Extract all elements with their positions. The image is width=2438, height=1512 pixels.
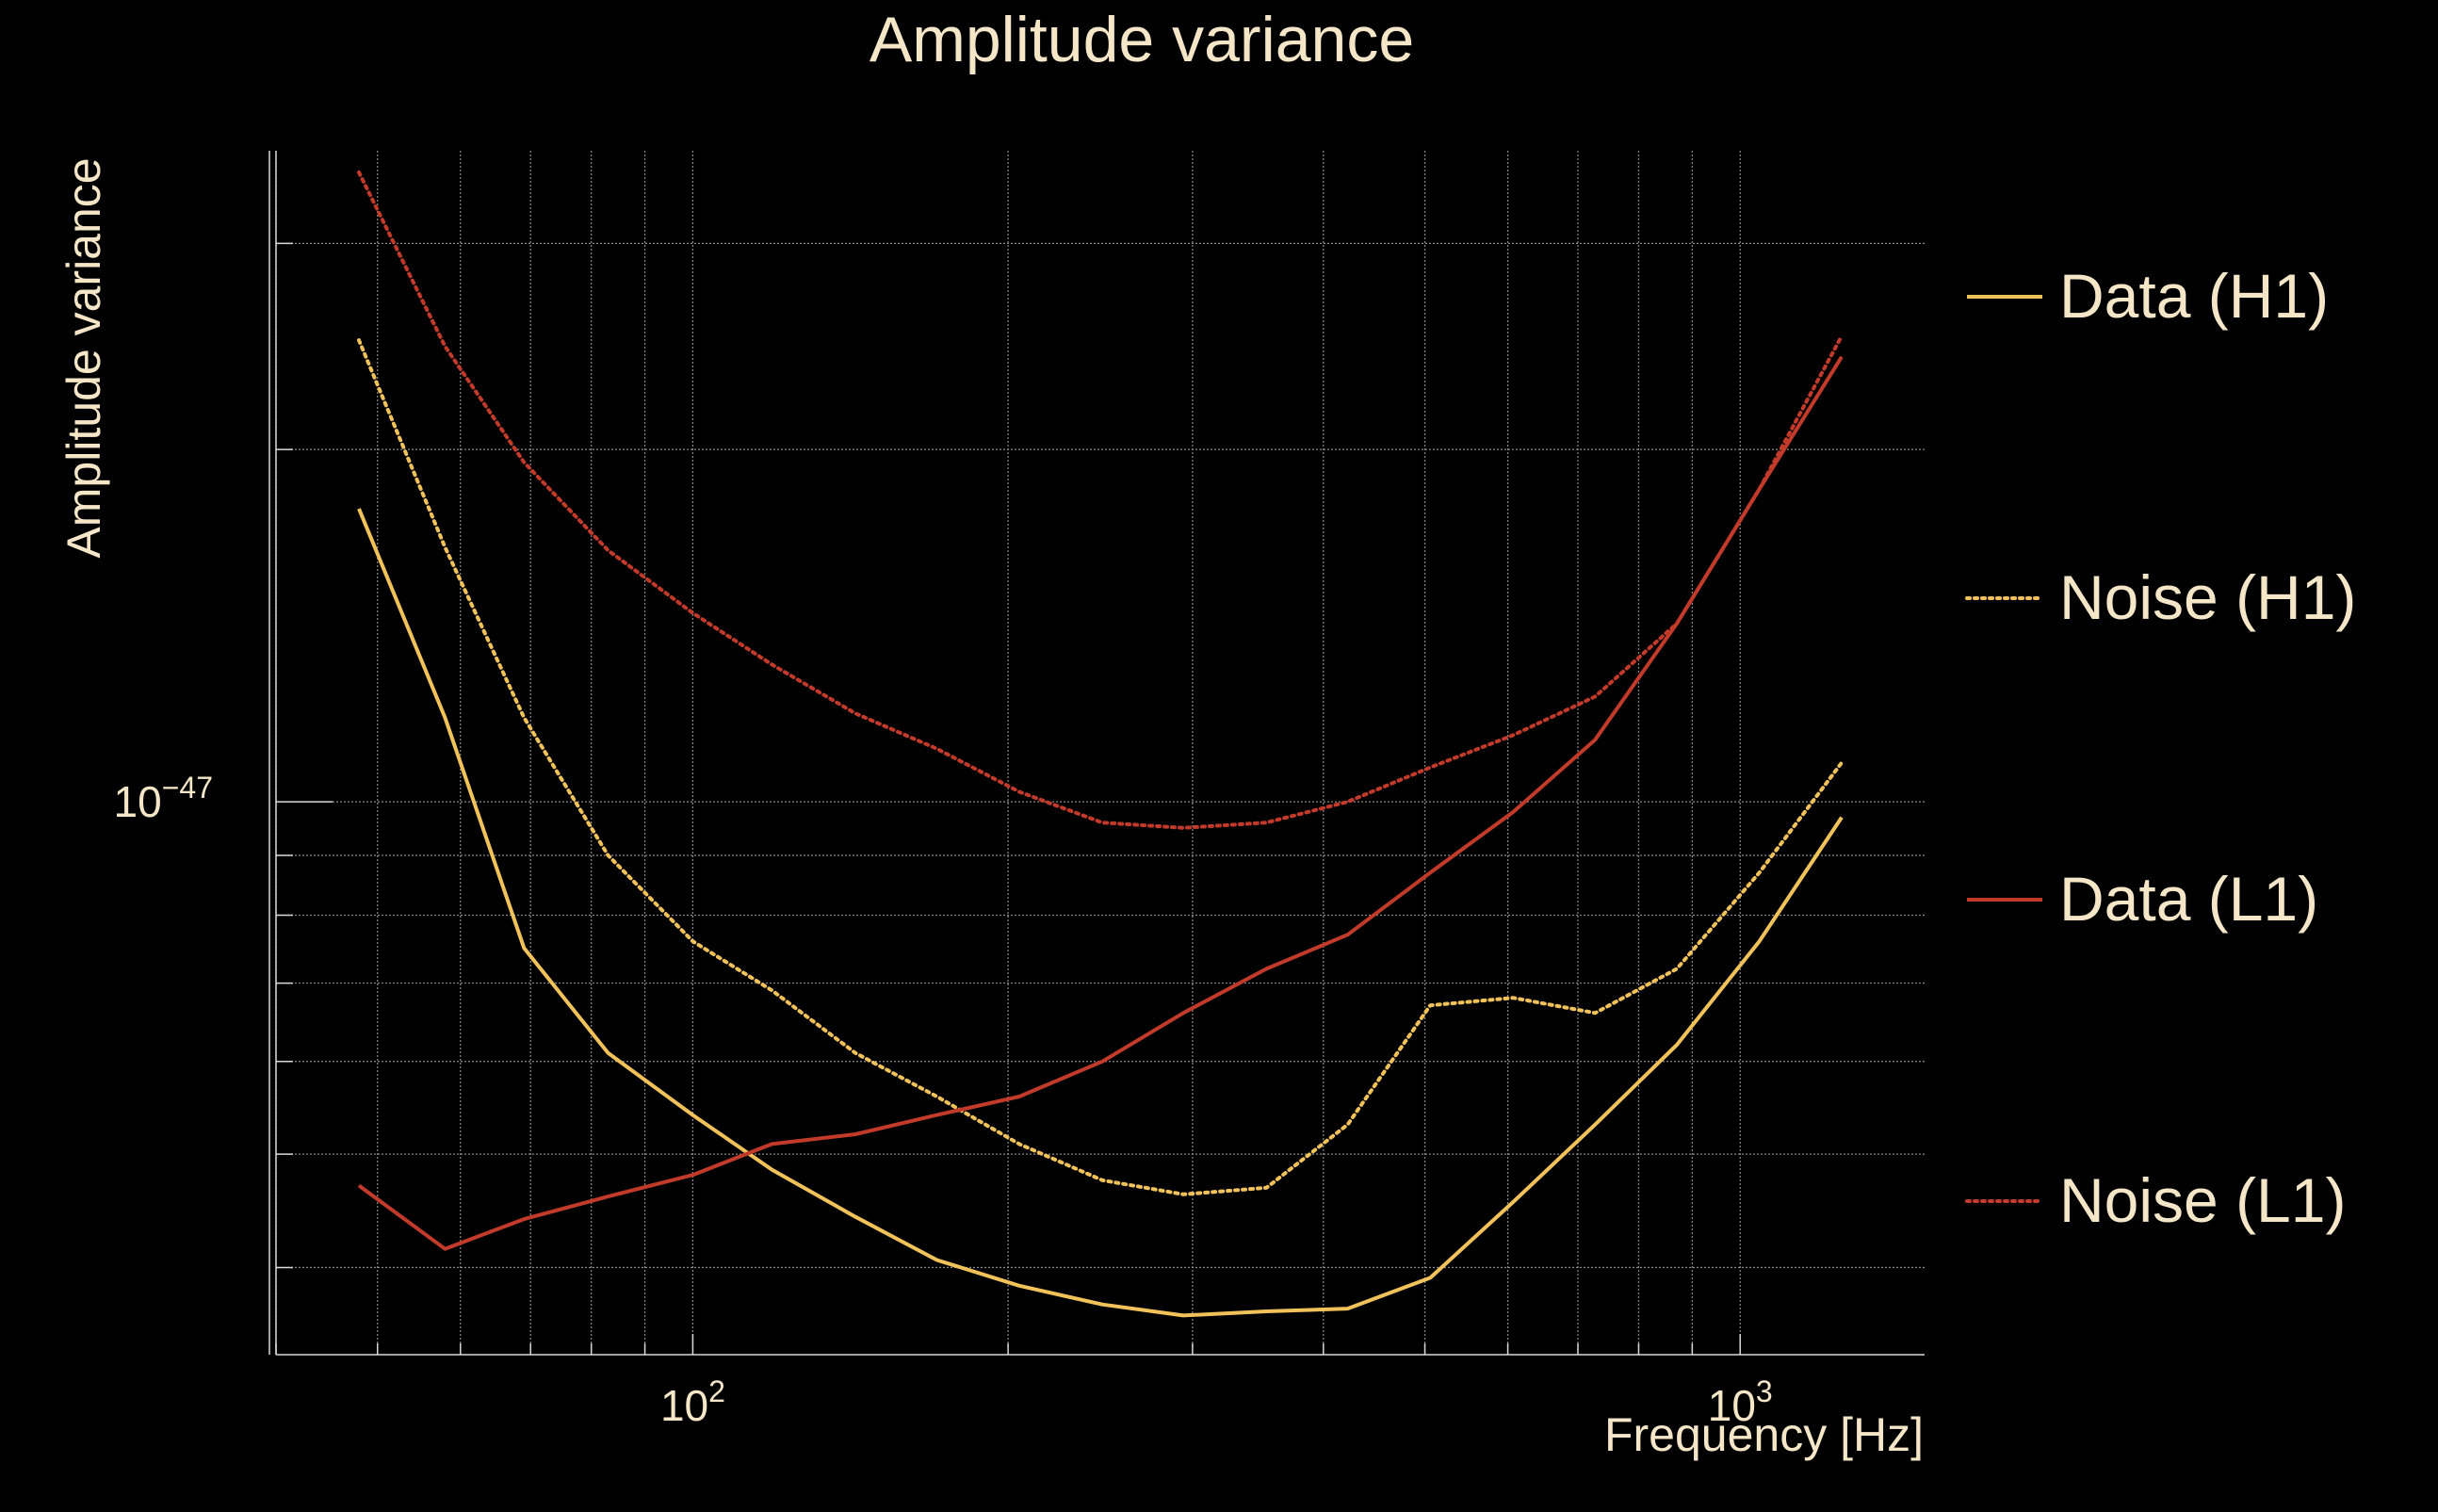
series-line-noise-h1 <box>357 338 1844 1196</box>
legend-label: Noise (H1) <box>2059 562 2356 632</box>
legend-item-data-l1: Data (L1) <box>1967 864 2318 934</box>
series-line-data-h1 <box>357 508 1844 1318</box>
series-line-data-l1 <box>357 355 1844 1251</box>
legend-label: Data (H1) <box>2059 261 2329 331</box>
legend-item-noise-h1: Noise (H1) <box>1965 562 2356 632</box>
legend-label: Noise (L1) <box>2059 1165 2346 1235</box>
x-axis-label: Frequency [Hz] <box>1604 1408 1924 1461</box>
legend: Data (H1) Noise (H1) Data (L1) Noise (L1) <box>1965 261 2356 1235</box>
x-tick-label: 103 <box>1708 1374 1773 1430</box>
series-line-noise-l1 <box>357 171 1844 830</box>
plot-lines <box>357 171 1844 1318</box>
y-tick-label: 10−47 <box>114 771 213 826</box>
grid <box>275 151 1925 1355</box>
legend-item-data-h1: Data (H1) <box>1967 261 2329 331</box>
chart-title: Amplitude variance <box>870 4 1414 75</box>
legend-item-noise-l1: Noise (L1) <box>1965 1165 2346 1235</box>
y-axis-label: Amplitude variance <box>57 157 110 558</box>
x-tick-label: 102 <box>660 1374 725 1430</box>
axis-ticks: 102 103 10−47 <box>114 151 1773 1430</box>
legend-label: Data (L1) <box>2059 864 2318 934</box>
